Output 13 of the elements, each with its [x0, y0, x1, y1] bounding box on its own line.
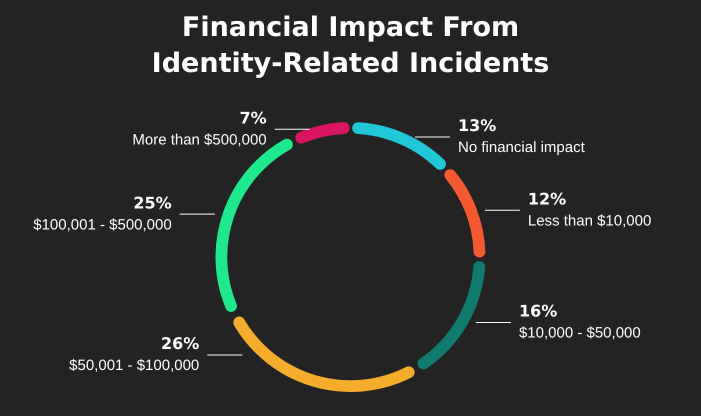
- slice-label: $50,001 - $100,000: [69, 357, 200, 374]
- data-label: 13%: [458, 116, 496, 136]
- data-label: 16%: [518, 302, 558, 321]
- slice-label: Less than $10,000: [528, 212, 652, 230]
- data-label: 12%: [528, 189, 566, 208]
- slice-label: No financial impact: [458, 139, 586, 156]
- chart-title: Financial Impact From Identity-Related Incidents: [150, 11, 550, 81]
- data-label: 25%: [133, 193, 172, 212]
- slice-label: $100,001 - $500,000: [33, 216, 172, 234]
- data-label: 7%: [239, 108, 267, 128]
- slice-label: $10,000 - $50,000: [518, 324, 641, 342]
- slice-label: More than $500,000: [132, 131, 267, 148]
- data-label: 26%: [160, 334, 200, 354]
